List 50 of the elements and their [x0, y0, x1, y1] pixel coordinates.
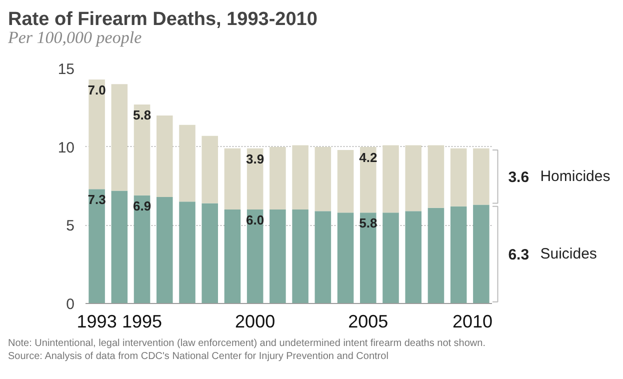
x-tick-label: 2000 — [235, 312, 276, 332]
bar — [134, 195, 150, 304]
source-note: Source: Analysis of data from CDC's National Center for Injury Prevention and Control — [8, 351, 388, 362]
bar — [224, 210, 241, 304]
bar — [337, 150, 354, 213]
bar — [450, 148, 467, 206]
x-tick-label: 2005 — [348, 312, 388, 332]
bar — [270, 210, 286, 304]
bar — [156, 116, 173, 197]
data-label: 5.8 — [132, 108, 152, 123]
bar — [314, 211, 332, 304]
bar — [179, 124, 196, 202]
bar — [314, 146, 332, 212]
x-tick-label: 1993 — [76, 312, 117, 332]
data-label: 7.0 — [88, 82, 106, 98]
text: Note: Unintentional, legal intervention (law enforcement) and undetermined intent firearm deaths not shown. — [8, 338, 486, 349]
bar — [405, 145, 422, 212]
bar — [450, 206, 467, 304]
bar — [111, 84, 128, 191]
bar — [405, 211, 422, 304]
bar — [156, 196, 173, 304]
series-label: 3.6 Homicides — [508, 168, 610, 186]
bar — [337, 212, 354, 304]
y-tick-label: 15 — [58, 61, 75, 78]
bar — [224, 148, 241, 210]
x-tick-label: 2010 — [452, 312, 493, 332]
bar — [134, 104, 150, 196]
data-label: 3.9 — [246, 151, 264, 166]
bar — [88, 79, 105, 190]
series-label: 6.3 Suicides — [508, 246, 597, 264]
y-tick-label: 0 — [66, 296, 74, 313]
bar — [292, 210, 308, 304]
bar — [179, 202, 196, 304]
bar — [473, 148, 490, 205]
bar — [382, 145, 399, 213]
x-tick-label: 1995 — [122, 312, 162, 332]
bar — [202, 203, 218, 304]
bar — [428, 208, 444, 304]
data-label: 4.2 — [359, 150, 378, 165]
bar — [270, 146, 286, 210]
bar — [292, 145, 308, 210]
bar — [473, 204, 490, 304]
bar — [428, 145, 444, 208]
y-tick-label: 10 — [58, 139, 75, 156]
y-tick-label: 5 — [66, 218, 74, 235]
bar — [88, 189, 105, 304]
bar — [360, 146, 376, 213]
bar — [382, 212, 399, 304]
bar — [111, 190, 128, 304]
bar — [202, 136, 218, 204]
